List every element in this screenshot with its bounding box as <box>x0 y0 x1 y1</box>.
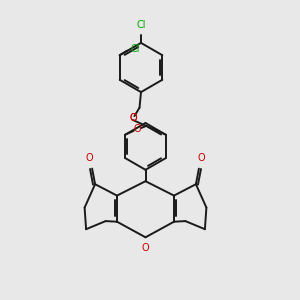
Text: O: O <box>197 153 205 163</box>
Text: O: O <box>129 113 137 123</box>
Text: Cl: Cl <box>130 44 140 54</box>
Text: O: O <box>86 153 94 163</box>
Text: O: O <box>142 243 149 253</box>
Text: O: O <box>134 124 141 134</box>
Text: Cl: Cl <box>136 20 146 30</box>
Text: O: O <box>129 113 137 123</box>
